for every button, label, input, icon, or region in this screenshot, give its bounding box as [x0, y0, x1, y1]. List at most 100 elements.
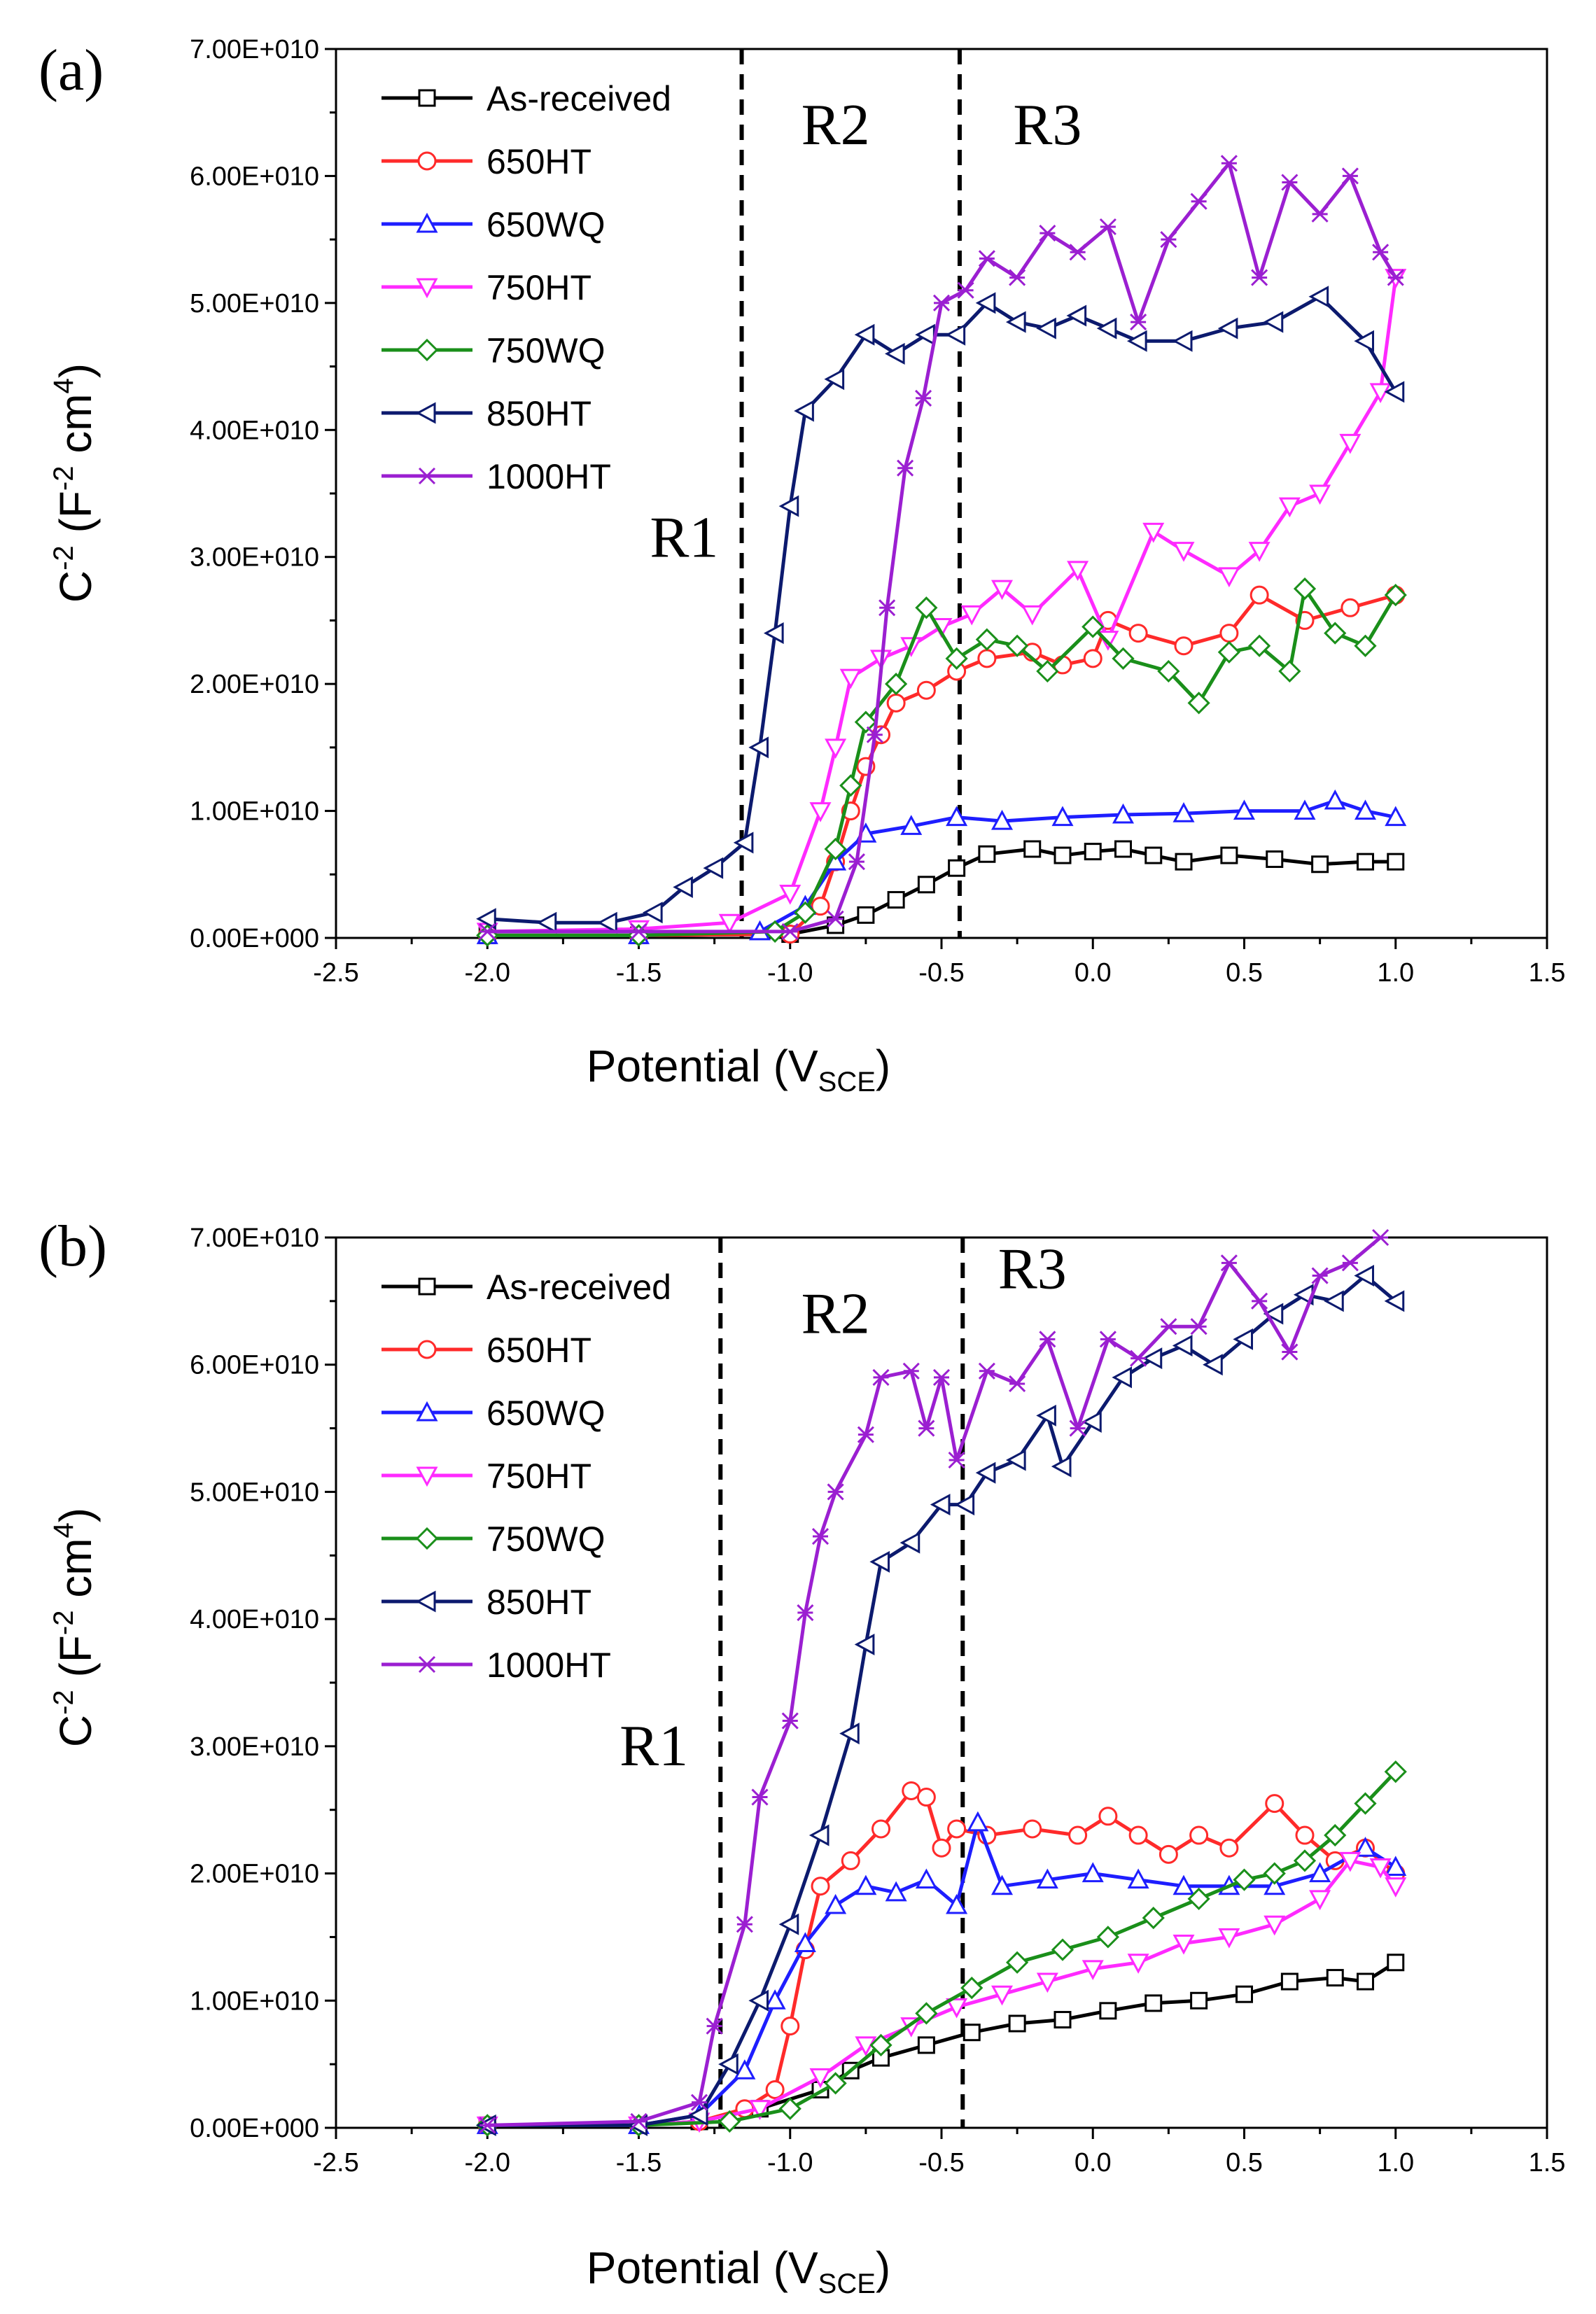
panel-a-y-tick-label: 4.00E+010 — [190, 416, 319, 445]
panel-a-series-750wq — [476, 577, 1407, 947]
data-point — [748, 2100, 771, 2120]
panel-a-legend-item: 650WQ — [382, 205, 606, 244]
panel-b-x-tick-label: 0.5 — [1226, 2148, 1263, 2178]
data-point — [1384, 381, 1405, 403]
data-point — [811, 897, 830, 916]
legend-label: 650WQ — [486, 1394, 606, 1433]
data-point — [885, 673, 908, 696]
data-point — [1142, 1907, 1165, 1930]
data-point — [825, 738, 847, 759]
panel-b-series-as-received — [478, 1954, 1405, 2134]
data-point — [945, 647, 968, 670]
data-point — [915, 323, 935, 346]
panel-b-x-tick-label: -1.5 — [616, 2148, 662, 2178]
data-point — [1172, 542, 1195, 562]
panel-b-x-axis-title: Potential (VSCE) — [587, 2243, 890, 2299]
legend-label: As-received — [486, 79, 671, 118]
legend-marker — [418, 1655, 436, 1674]
data-point — [932, 294, 951, 311]
panel-a-series-850ht — [476, 286, 1405, 934]
legend-marker — [415, 1527, 439, 1550]
data-point — [960, 1976, 983, 2000]
data-point — [872, 1368, 890, 1386]
data-point — [1006, 634, 1029, 657]
data-point — [946, 1998, 968, 2019]
data-point — [706, 2017, 723, 2035]
panel-a-region-label: R1 — [650, 505, 718, 570]
data-point — [1248, 542, 1270, 562]
data-point — [1293, 1849, 1317, 1872]
data-point — [780, 2017, 800, 2036]
data-point — [1384, 1290, 1405, 1312]
data-point — [869, 1550, 890, 1573]
data-point — [1354, 799, 1377, 820]
data-point — [781, 1712, 799, 1730]
data-point — [954, 1494, 975, 1516]
data-point — [765, 2080, 785, 2099]
data-point — [1233, 1868, 1256, 1891]
data-point — [1112, 803, 1135, 824]
data-point — [734, 2059, 756, 2080]
data-point — [824, 837, 847, 861]
data-point — [1174, 636, 1194, 656]
data-point — [886, 693, 906, 713]
data-point — [1051, 1938, 1074, 1961]
data-point — [1172, 1334, 1193, 1356]
panel-a-x-tick-label: -0.5 — [918, 958, 964, 988]
data-point — [839, 1723, 860, 1745]
data-point — [957, 281, 974, 299]
data-point — [1265, 1794, 1284, 1814]
panel-a-series-750ht — [476, 269, 1407, 944]
data-point — [885, 1881, 907, 1902]
legend-marker — [415, 338, 439, 362]
data-point — [1021, 605, 1044, 626]
data-point — [827, 910, 844, 927]
data-point — [1175, 853, 1193, 871]
data-point — [733, 832, 754, 854]
data-point — [1130, 314, 1147, 331]
data-point — [1189, 1825, 1209, 1845]
data-point — [1099, 218, 1116, 236]
data-point — [1354, 1264, 1374, 1287]
data-point — [781, 923, 799, 940]
panel-a-region-label: R2 — [802, 92, 870, 157]
data-point — [990, 809, 1014, 830]
data-point — [1112, 1366, 1132, 1389]
data-point — [1187, 1887, 1210, 1911]
data-point — [1190, 1318, 1208, 1335]
data-point — [597, 911, 617, 934]
data-point — [1309, 1890, 1331, 1911]
data-point — [718, 2053, 738, 2075]
data-point — [887, 891, 905, 909]
panel-a-x-tick-label: -2.5 — [313, 958, 358, 988]
panel-b-series-650wq — [476, 1811, 1407, 2134]
data-point — [872, 1819, 890, 1839]
legend-label: 750WQ — [486, 331, 606, 370]
data-point — [932, 1838, 951, 1858]
data-point — [1218, 567, 1240, 588]
data-point — [1084, 843, 1102, 861]
data-point — [1051, 1455, 1072, 1478]
data-point — [811, 1877, 830, 1896]
data-point — [690, 2094, 708, 2111]
data-point — [960, 605, 983, 626]
data-point — [1083, 649, 1102, 668]
legend-label: 750HT — [486, 1457, 592, 1496]
data-point — [841, 1851, 860, 1870]
data-point — [825, 1893, 847, 1914]
panel-b-x-tick-label: 0.0 — [1074, 2148, 1112, 2178]
panel-b-legend-item: 1000HT — [382, 1646, 611, 1685]
data-point — [736, 1916, 753, 1933]
data-point — [809, 2068, 832, 2089]
panel-a-x-tick-label: -2.0 — [465, 958, 510, 988]
data-point — [990, 1874, 1014, 1895]
data-point — [1369, 1858, 1392, 1879]
data-point — [1036, 1972, 1058, 1993]
data-point — [1144, 846, 1163, 864]
data-point — [1264, 1874, 1286, 1895]
data-point — [1127, 1868, 1149, 1889]
data-point — [1036, 1868, 1058, 1889]
panel-b-legend-item: 750HT — [382, 1457, 592, 1496]
data-point — [917, 2036, 935, 2054]
data-point — [1385, 1877, 1407, 1898]
